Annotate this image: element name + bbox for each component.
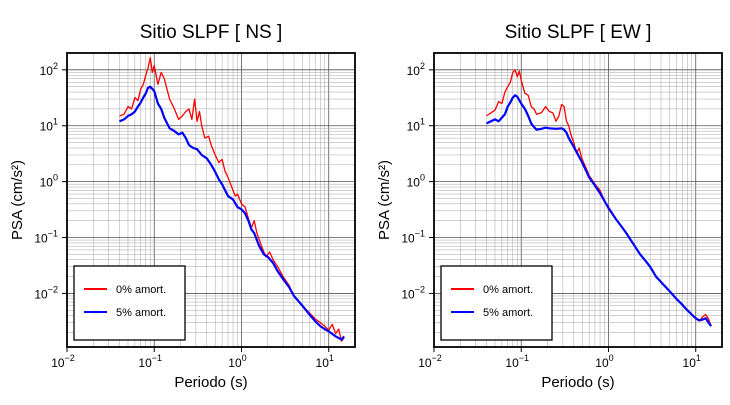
chart-title: Sitio SLPF [ EW ] [505,22,652,43]
x-tick-exponent: −2 [65,353,75,363]
x-tick-base: 10 [505,356,519,370]
plot-frame [433,52,723,348]
y-tick-exponent: −2 [415,284,425,294]
y-tick-exponent: 0 [53,173,58,183]
x-tick-exponent: 0 [609,353,614,363]
x-tick-base: 10 [316,356,330,370]
y-tick-base: 10 [40,120,54,134]
y-tick-label: 10−2 [401,284,425,301]
legend-label: 5% amort. [116,307,166,319]
plot-frame [66,52,356,348]
legend-label: 0% amort. [116,284,166,296]
x-tick-exponent: 1 [696,353,701,363]
y-axis-label: PSA (cm/s²) [9,160,26,240]
y-tick-base: 10 [407,64,421,78]
legend-label: 5% amort. [483,307,533,319]
y-tick-label: 10−1 [34,229,58,246]
legend-box [73,265,186,341]
x-tick-base: 10 [138,356,152,370]
y-tick-label: 100 [40,173,58,190]
y-tick-label: 101 [40,117,58,134]
x-tick-exponent: −2 [432,353,442,363]
series-group [486,69,712,327]
legend-label: 0% amort. [483,284,533,296]
x-tick-label: 10−1 [138,353,162,370]
y-tick-base: 10 [40,176,54,190]
x-tick-label: 100 [595,353,613,370]
y-tick-base: 10 [407,120,421,134]
y-tick-label: 10−2 [34,284,58,301]
y-tick-exponent: 2 [420,61,425,71]
x-tick-exponent: 0 [242,353,247,363]
x-tick-base: 10 [51,356,65,370]
y-tick-exponent: −1 [48,229,58,239]
y-tick-exponent: 1 [53,117,58,127]
y-tick-base: 10 [401,232,415,246]
y-tick-exponent: 2 [53,61,58,71]
y-tick-base: 10 [407,176,421,190]
y-tick-base: 10 [34,287,48,301]
y-tick-label: 10−1 [401,229,425,246]
x-tick-label: 10−2 [51,353,75,370]
x-tick-base: 10 [418,356,432,370]
y-tick-base: 10 [34,232,48,246]
legend: 0% amort. 5% amort. [440,265,553,341]
series-group [119,57,345,342]
y-tick-label: 100 [407,173,425,190]
y-tick-base: 10 [401,287,415,301]
y-tick-exponent: −1 [415,229,425,239]
y-axis-label: PSA (cm/s²) [376,160,393,240]
x-tick-label: 100 [228,353,246,370]
x-axis-label: Periodo (s) [541,374,614,391]
x-tick-label: 10−1 [505,353,529,370]
series-line-amort-5 [119,85,345,341]
x-tick-exponent: 1 [329,353,334,363]
y-tick-label: 102 [40,61,58,78]
y-tick-exponent: −2 [48,284,58,294]
y-tick-base: 10 [40,64,54,78]
x-tick-base: 10 [595,356,609,370]
x-tick-exponent: −1 [152,353,162,363]
x-tick-label: 101 [316,353,334,370]
x-tick-base: 10 [228,356,242,370]
y-tick-label: 102 [407,61,425,78]
series-line-amort-5 [486,94,712,327]
x-tick-base: 10 [683,356,697,370]
chart-title: Sitio SLPF [ NS ] [140,22,283,43]
legend: 0% amort. 5% amort. [73,265,186,341]
x-tick-exponent: −1 [519,353,529,363]
legend-box [440,265,553,341]
y-tick-label: 101 [407,117,425,134]
y-tick-exponent: 1 [420,117,425,127]
x-tick-label: 10−2 [418,353,442,370]
x-axis-label: Periodo (s) [174,374,247,391]
y-tick-exponent: 0 [420,173,425,183]
x-tick-label: 101 [683,353,701,370]
